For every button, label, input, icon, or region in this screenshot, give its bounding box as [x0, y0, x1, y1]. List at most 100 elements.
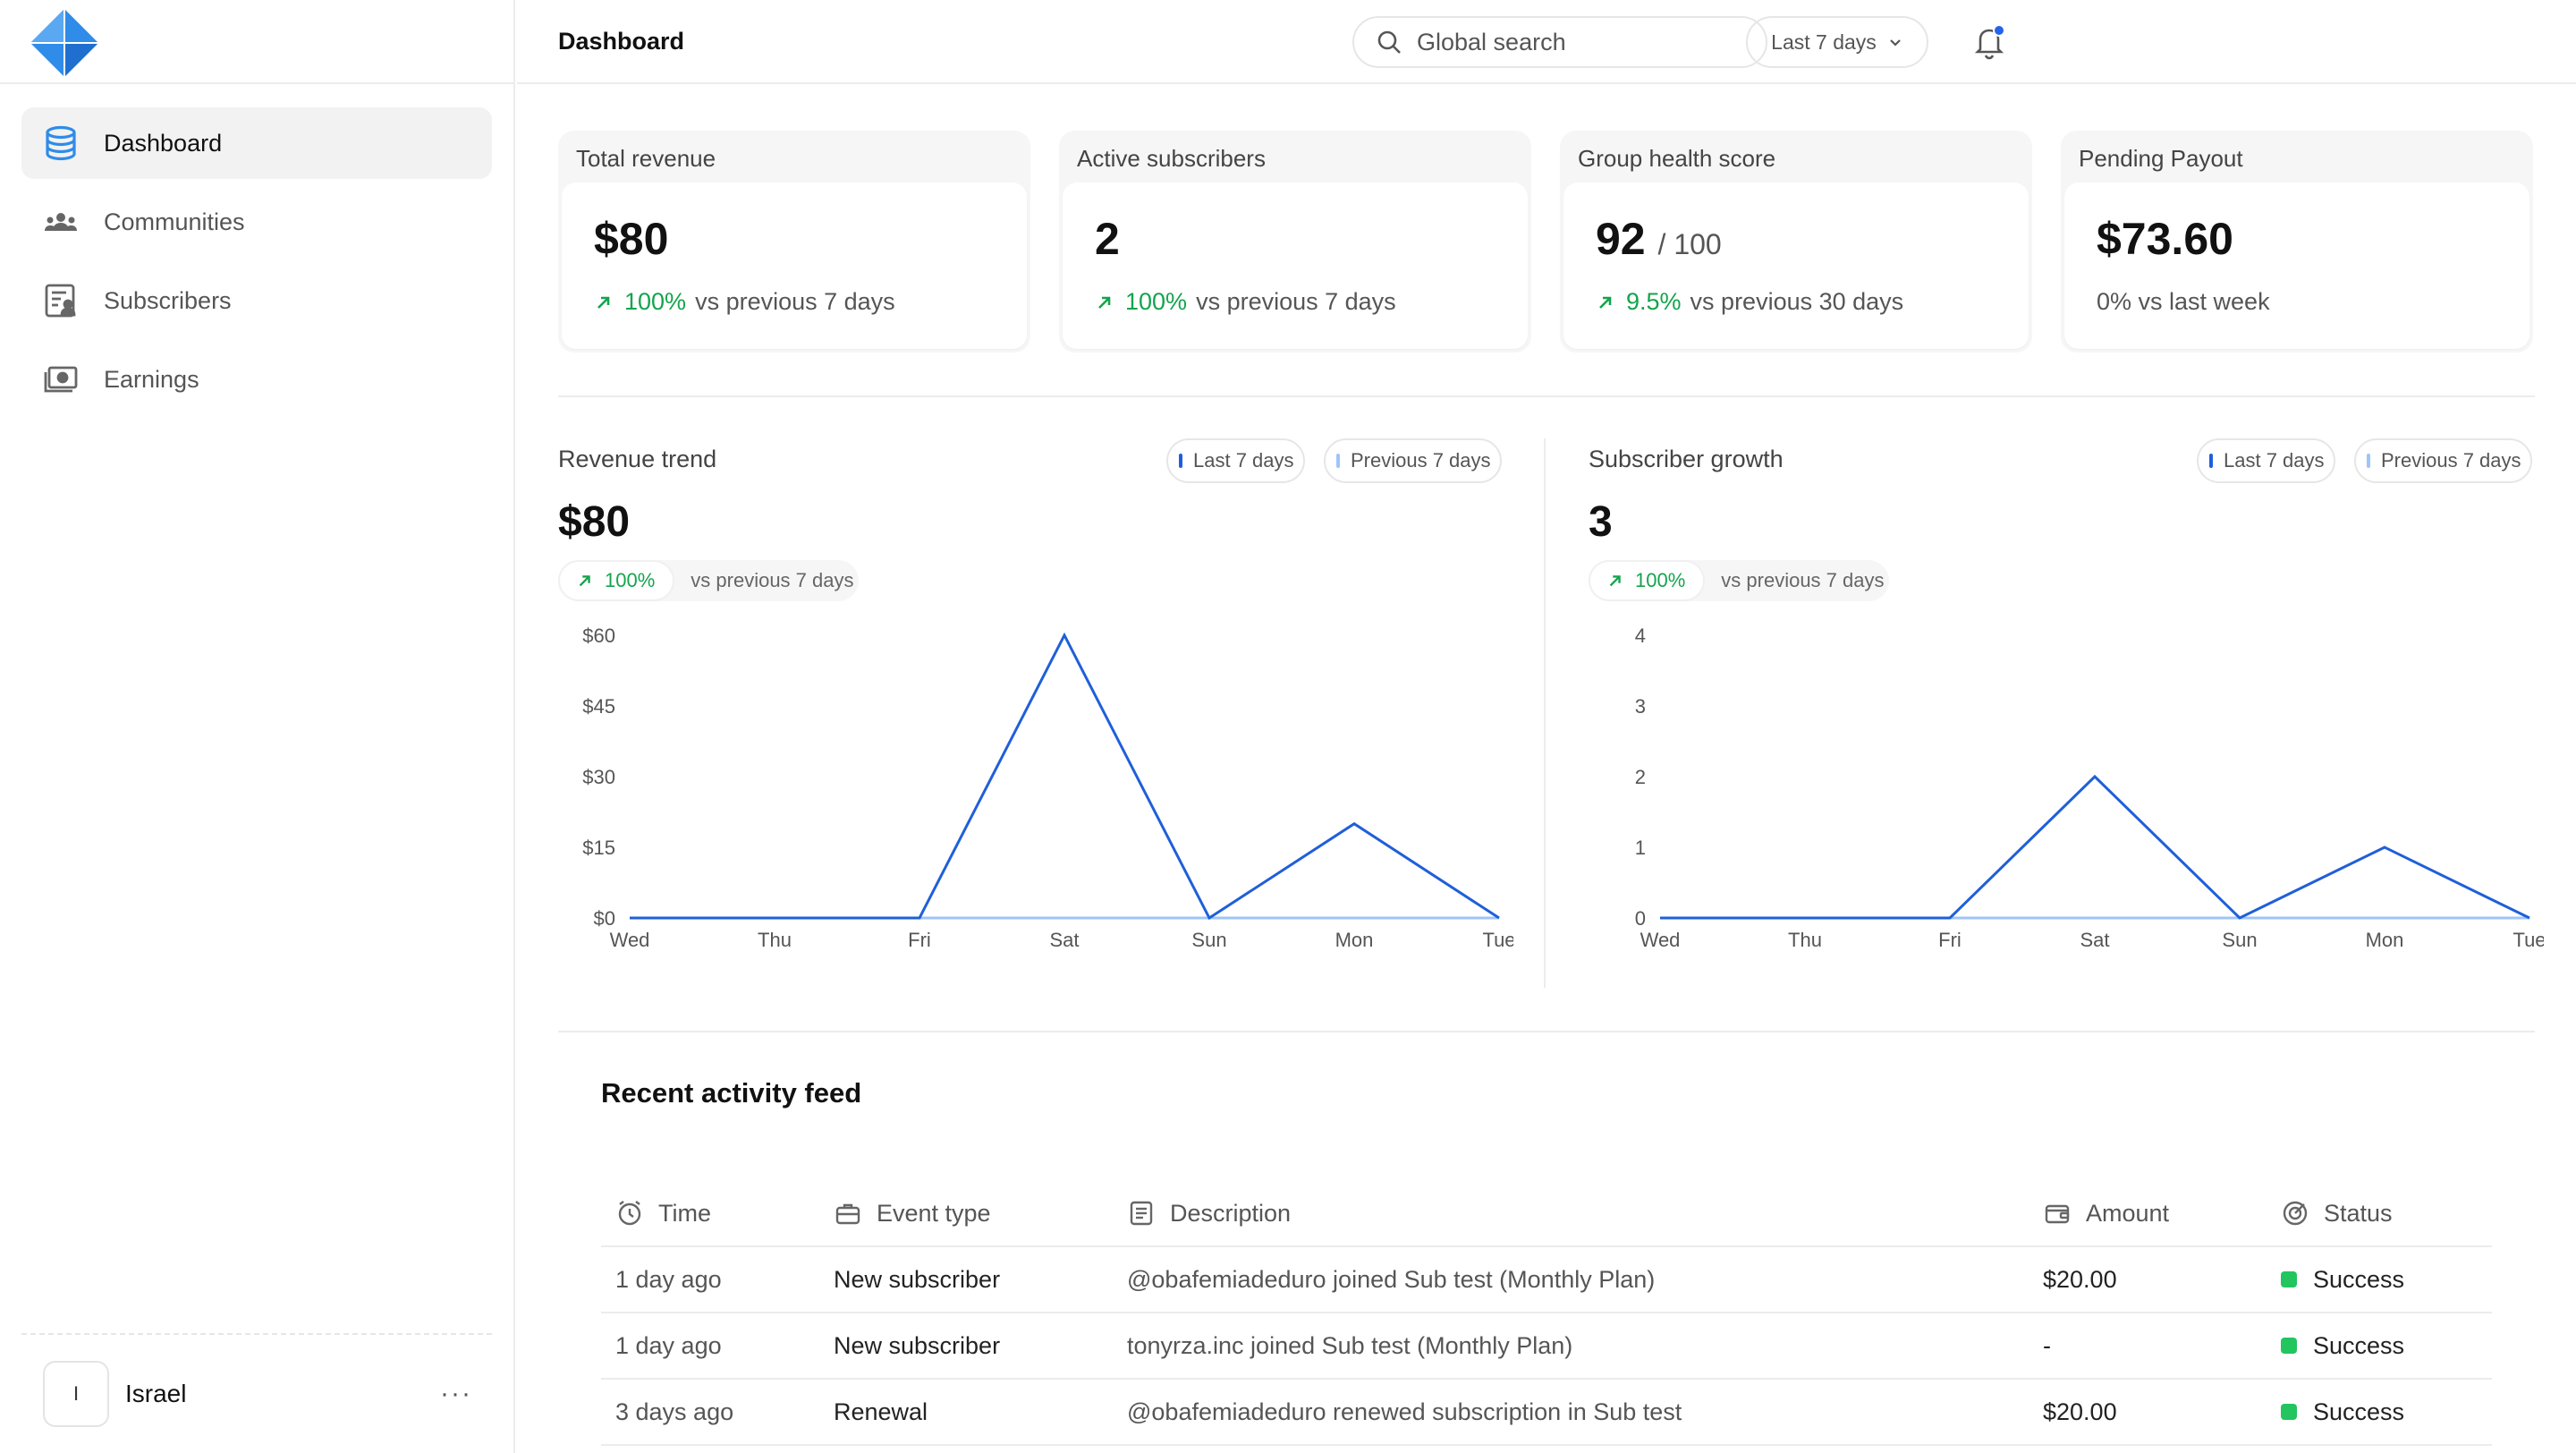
- cell-description: @obafemiadeduro joined Sub test (Monthly…: [1127, 1265, 1656, 1293]
- stat-delta: 9.5% vs previous 30 days: [1596, 288, 1903, 316]
- diamond-logo-icon[interactable]: [29, 7, 100, 79]
- logo-row: [0, 0, 513, 84]
- cell-time: 1 day ago: [615, 1265, 722, 1293]
- cell-status: Success: [2268, 1398, 2492, 1426]
- revenue-trend-panel: Revenue trend Last 7 days Previous 7 day…: [558, 438, 1513, 984]
- x-tick-label: Mon: [1335, 929, 1374, 951]
- legend-swatch: [2209, 454, 2213, 468]
- chart-delta-pill: 100% vs previous 7 days: [1589, 560, 1890, 601]
- legend-previous-7-days[interactable]: Previous 7 days: [1324, 438, 1502, 483]
- user-profile[interactable]: I Israel ···: [21, 1333, 492, 1453]
- revenue-line-chart: $0 $15 $30 $45 $60 Wed Thu Fri Sat Sun Mon Tue: [582, 625, 1513, 951]
- stat-card-body: $80 100% vs previous 7 days: [562, 183, 1027, 349]
- sidebar: Dashboard Communities: [0, 0, 515, 1453]
- y-tick-label: $45: [582, 695, 615, 718]
- y-tick-label: 1: [1635, 837, 1646, 859]
- y-tick-label: $0: [594, 907, 615, 930]
- stat-delta: 0% vs last week: [2097, 288, 2270, 316]
- series-line: [1660, 774, 2530, 920]
- y-tick-label: 4: [1635, 625, 1646, 647]
- cell-amount: $20.00: [2043, 1265, 2117, 1293]
- sidebar-nav: Dashboard Communities: [0, 84, 513, 415]
- table-row[interactable]: 1 day ago New subscriber @obafemiadeduro…: [601, 1247, 2492, 1313]
- stat-card-active-subscribers: Active subscribers 2 100% vs previous 7 …: [1059, 131, 1531, 353]
- stat-value: 92 / 100: [1596, 213, 1722, 265]
- cell-status: Success: [2268, 1332, 2492, 1360]
- table-row[interactable]: 1 day ago New subscriber tonyrza.inc joi…: [601, 1313, 2492, 1380]
- activity-table: Time Event type Description Amount Statu…: [601, 1181, 2492, 1446]
- database-icon: [41, 123, 80, 163]
- briefcase-icon: [835, 1203, 860, 1225]
- stat-label: Total revenue: [576, 145, 716, 172]
- cell-status: Success: [2268, 1266, 2492, 1294]
- legend-swatch: [1336, 454, 1340, 468]
- x-tick-label: Wed: [1640, 929, 1681, 951]
- legend-last-7-days[interactable]: Last 7 days: [1166, 438, 1305, 483]
- cell-event: New subscriber: [834, 1331, 1001, 1359]
- chevron-down-icon: [1890, 39, 1901, 47]
- sidebar-item-earnings[interactable]: Earnings: [21, 344, 492, 415]
- sidebar-item-communities[interactable]: Communities: [21, 186, 492, 258]
- x-tick-label: Tue: [2512, 929, 2544, 951]
- bell-icon[interactable]: [1970, 21, 2009, 61]
- stat-card-revenue: Total revenue $80 100% vs previous 7 day…: [558, 131, 1030, 353]
- x-tick-label: Sat: [2080, 929, 2109, 951]
- status-text: Success: [2313, 1331, 2405, 1359]
- y-tick-label: 3: [1635, 695, 1646, 718]
- stat-value: $73.60: [2097, 213, 2233, 265]
- cell-amount: $20.00: [2043, 1398, 2117, 1425]
- wallet-icon: [2045, 1204, 2070, 1224]
- stat-value-number: 92: [1596, 214, 1646, 264]
- legend-previous-7-days[interactable]: Previous 7 days: [2354, 438, 2532, 483]
- column-label: Description: [1170, 1199, 1292, 1227]
- stat-label: Group health score: [1578, 145, 1776, 172]
- legend-label: Last 7 days: [1193, 449, 1294, 472]
- trend-up-icon: [1599, 296, 1612, 309]
- legend-label: Previous 7 days: [1351, 449, 1491, 472]
- legend-last-7-days[interactable]: Last 7 days: [2197, 438, 2335, 483]
- cell-time: 3 days ago: [615, 1398, 734, 1425]
- cell-event: New subscriber: [834, 1265, 1001, 1293]
- sidebar-item-subscribers[interactable]: Subscribers: [21, 265, 492, 336]
- cell-description: tonyrza.inc joined Sub test (Monthly Pla…: [1127, 1331, 1573, 1359]
- stat-delta: 100% vs previous 7 days: [1095, 288, 1396, 316]
- section-divider: [558, 395, 2535, 397]
- chart-delta-pct: 100%: [558, 560, 675, 601]
- page-title: Dashboard: [558, 27, 685, 55]
- stat-cards: Total revenue $80 100% vs previous 7 day…: [558, 131, 2535, 353]
- chart-delta-pill: 100% vs previous 7 days: [558, 560, 860, 601]
- stat-card-body: $73.60 0% vs last week: [2064, 183, 2529, 349]
- column-time[interactable]: Time: [601, 1199, 819, 1228]
- x-tick-label: Thu: [1788, 929, 1822, 951]
- section-divider: [558, 1031, 2535, 1032]
- status-dot: [2281, 1338, 2297, 1354]
- legend-swatch: [1179, 454, 1182, 468]
- trend-up-icon: [1098, 296, 1111, 309]
- column-amount[interactable]: Amount: [2029, 1199, 2268, 1228]
- document-icon: [1130, 1201, 1153, 1226]
- stat-delta-text: 0% vs last week: [2097, 288, 2270, 315]
- x-tick-label: Thu: [758, 929, 792, 951]
- stat-pct: 9.5%: [1626, 288, 1682, 315]
- column-description[interactable]: Description: [1113, 1199, 2029, 1228]
- column-label: Amount: [2086, 1199, 2170, 1227]
- column-status[interactable]: Status: [2268, 1199, 2492, 1228]
- legend-swatch: [2367, 454, 2370, 468]
- date-range-dropdown[interactable]: Last 7 days: [1746, 16, 1928, 68]
- sidebar-item-dashboard[interactable]: Dashboard: [21, 107, 492, 179]
- x-tick-label: Sun: [1191, 929, 1226, 951]
- table-header: Time Event type Description Amount Statu…: [601, 1181, 2492, 1247]
- y-tick-label: 2: [1635, 766, 1646, 788]
- chart-delta-text: vs previous 7 days: [691, 569, 854, 591]
- chart-big-value: 3: [1589, 498, 1613, 546]
- money-icon: [41, 360, 80, 399]
- target-icon: [2283, 1201, 2308, 1226]
- table-row[interactable]: 3 days ago Renewal @obafemiadeduro renew…: [601, 1380, 2492, 1446]
- more-options-button[interactable]: ···: [440, 1379, 472, 1408]
- chart-title: Revenue trend: [558, 446, 717, 472]
- search-input[interactable]: Global search: [1352, 16, 1767, 68]
- activity-title: Recent activity feed: [601, 1077, 862, 1109]
- column-event-type[interactable]: Event type: [819, 1199, 1113, 1228]
- column-label: Event type: [877, 1199, 991, 1227]
- stat-card-body: 2 100% vs previous 7 days: [1063, 183, 1528, 349]
